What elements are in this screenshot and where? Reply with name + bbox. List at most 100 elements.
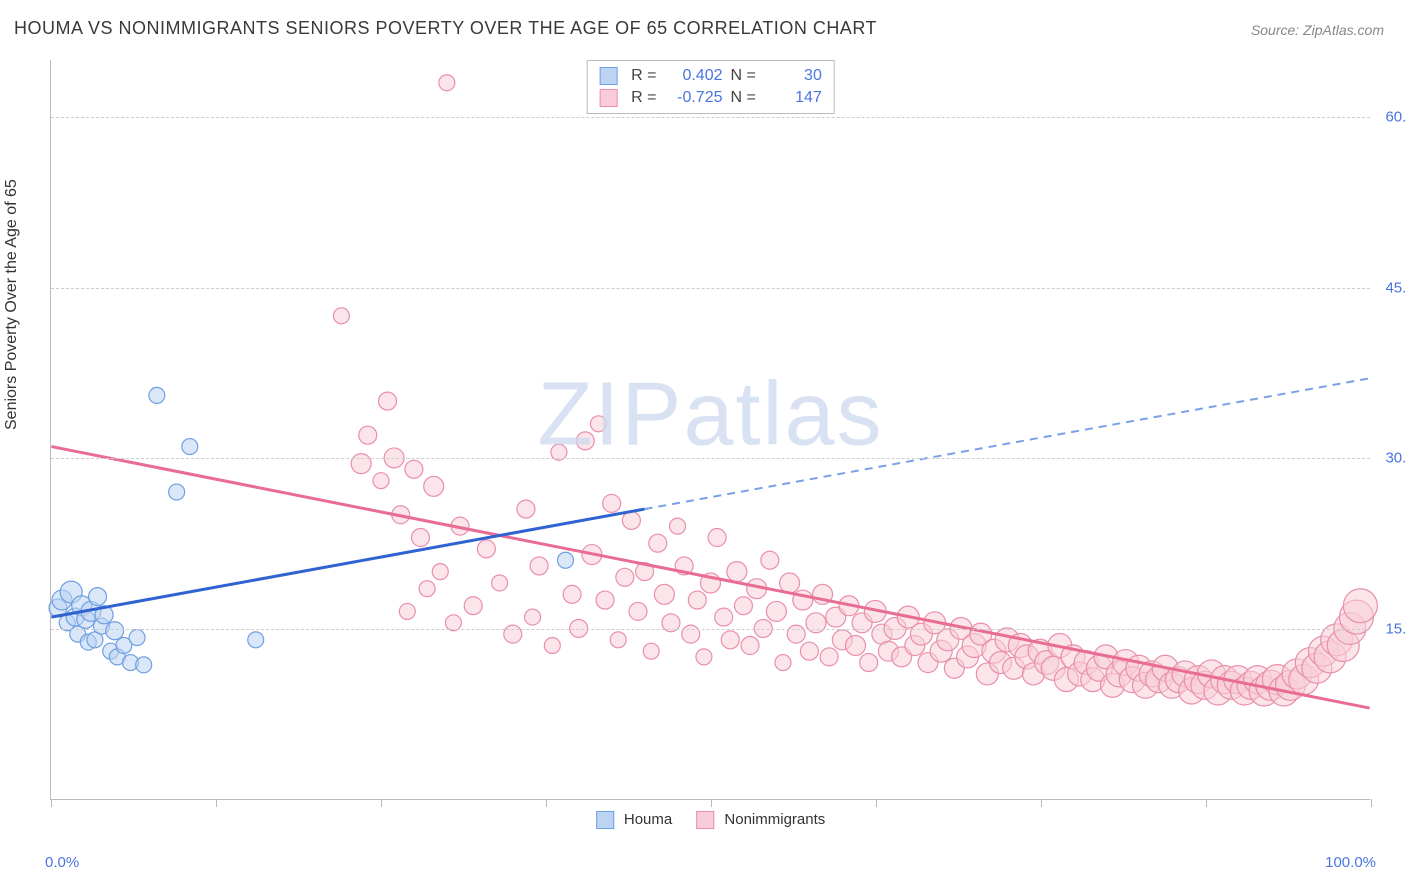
scatter-point — [129, 630, 145, 646]
y-axis-label: Seniors Poverty Over the Age of 65 — [3, 179, 21, 430]
scatter-point — [563, 585, 581, 603]
scatter-point — [517, 500, 535, 518]
scatter-point — [734, 597, 752, 615]
x-tick-mark — [876, 799, 877, 807]
legend-swatch-blue-icon — [596, 811, 614, 829]
legend-row-pink: R = -0.725 N = 147 — [599, 87, 822, 109]
scatter-point — [399, 603, 415, 619]
source-attribution: Source: ZipAtlas.com — [1251, 22, 1384, 38]
legend-pink-r: -0.725 — [665, 89, 723, 107]
scatter-point — [248, 632, 264, 648]
scatter-point — [439, 75, 455, 91]
scatter-point — [741, 637, 759, 655]
gridline-h — [51, 629, 1370, 630]
scatter-point — [682, 625, 700, 643]
scatter-point — [419, 581, 435, 597]
legend-swatch-blue — [599, 67, 617, 85]
gridline-h — [51, 458, 1370, 459]
scatter-point — [603, 494, 621, 512]
scatter-point — [670, 518, 686, 534]
scatter-point — [721, 631, 739, 649]
scatter-point — [643, 643, 659, 659]
scatter-point — [596, 591, 614, 609]
scatter-point — [629, 602, 647, 620]
x-tick-mark — [1041, 799, 1042, 807]
legend-pink-label: Nonimmigrants — [724, 811, 825, 828]
legend-blue-r: 0.402 — [665, 67, 723, 85]
scatter-point — [1343, 589, 1377, 623]
gridline-h — [51, 117, 1370, 118]
scatter-point — [708, 529, 726, 547]
y-tick-label: 60.0% — [1385, 108, 1406, 125]
scatter-point — [182, 439, 198, 455]
legend-swatch-pink — [599, 89, 617, 107]
scatter-point — [530, 557, 548, 575]
scatter-point — [800, 642, 818, 660]
scatter-point — [715, 608, 733, 626]
scatter-point — [89, 588, 107, 606]
scatter-point — [558, 552, 574, 568]
scatter-point — [477, 540, 495, 558]
scatter-point — [860, 654, 878, 672]
legend-swatch-pink-icon — [696, 811, 714, 829]
scatter-point — [379, 392, 397, 410]
scatter-point — [688, 591, 706, 609]
x-tick-mark — [711, 799, 712, 807]
scatter-point — [424, 476, 444, 496]
scatter-point — [351, 454, 371, 474]
legend-row-blue: R = 0.402 N = 30 — [599, 65, 822, 87]
x-tick-mark — [51, 799, 52, 807]
scatter-point — [696, 649, 712, 665]
scatter-point — [504, 625, 522, 643]
gridline-h — [51, 288, 1370, 289]
legend-n-label: N = — [731, 67, 756, 85]
legend-blue-label: Houma — [624, 811, 672, 828]
scatter-point — [432, 564, 448, 580]
legend-r-label: R = — [631, 89, 656, 107]
scatter-point — [149, 387, 165, 403]
legend-r-label: R = — [631, 67, 656, 85]
scatter-point — [622, 511, 640, 529]
scatter-point — [846, 636, 866, 656]
scatter-point — [775, 655, 791, 671]
scatter-point — [766, 601, 786, 621]
y-tick-label: 45.0% — [1385, 279, 1406, 296]
x-tick-mark — [1206, 799, 1207, 807]
y-tick-label: 15.0% — [1385, 621, 1406, 638]
scatter-point — [787, 625, 805, 643]
scatter-point — [761, 551, 779, 569]
scatter-point — [727, 562, 747, 582]
scatter-point — [610, 632, 626, 648]
y-tick-label: 30.0% — [1385, 450, 1406, 467]
legend-item-pink: Nonimmigrants — [696, 811, 825, 829]
scatter-point — [405, 460, 423, 478]
scatter-point — [820, 648, 838, 666]
correlation-legend: R = 0.402 N = 30 R = -0.725 N = 147 — [586, 60, 835, 114]
scatter-point — [649, 534, 667, 552]
legend-n-label: N = — [731, 89, 756, 107]
scatter-point — [136, 657, 152, 673]
scatter-point — [492, 575, 508, 591]
scatter-point — [780, 573, 800, 593]
scatter-point — [412, 529, 430, 547]
scatter-point — [106, 622, 124, 640]
legend-pink-n: 147 — [764, 89, 822, 107]
x-tick-mark — [1371, 799, 1372, 807]
scatter-point — [464, 597, 482, 615]
scatter-point — [616, 568, 634, 586]
scatter-point — [525, 609, 541, 625]
scatter-point — [373, 473, 389, 489]
scatter-point — [576, 432, 594, 450]
x-axis-min-label: 0.0% — [45, 854, 79, 871]
legend-blue-n: 30 — [764, 67, 822, 85]
scatter-point — [544, 638, 560, 654]
series-legend: Houma Nonimmigrants — [596, 811, 826, 829]
legend-item-blue: Houma — [596, 811, 673, 829]
scatter-point — [333, 308, 349, 324]
x-tick-mark — [546, 799, 547, 807]
scatter-point — [169, 484, 185, 500]
trend-line — [51, 509, 644, 617]
chart-title: HOUMA VS NONIMMIGRANTS SENIORS POVERTY O… — [14, 18, 877, 39]
x-tick-mark — [216, 799, 217, 807]
scatter-svg — [51, 60, 1370, 799]
